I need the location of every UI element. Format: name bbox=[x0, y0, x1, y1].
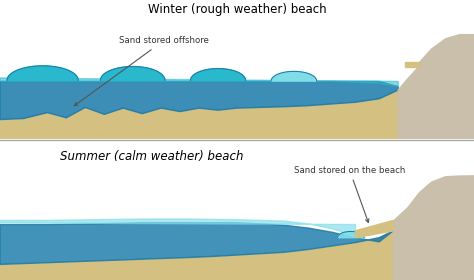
Polygon shape bbox=[7, 66, 78, 80]
Polygon shape bbox=[191, 69, 246, 80]
Polygon shape bbox=[0, 81, 398, 120]
Polygon shape bbox=[393, 176, 474, 280]
Polygon shape bbox=[0, 219, 356, 236]
Polygon shape bbox=[0, 78, 398, 87]
Polygon shape bbox=[356, 220, 393, 238]
Polygon shape bbox=[0, 176, 474, 280]
Polygon shape bbox=[100, 67, 165, 80]
Polygon shape bbox=[398, 35, 474, 139]
Polygon shape bbox=[0, 223, 393, 264]
Polygon shape bbox=[271, 71, 317, 81]
Polygon shape bbox=[405, 62, 419, 67]
Text: Sand stored on the beach: Sand stored on the beach bbox=[294, 165, 405, 223]
Polygon shape bbox=[337, 232, 364, 238]
Text: Sand stored offshore: Sand stored offshore bbox=[74, 36, 209, 106]
Text: Summer (calm weather) beach: Summer (calm weather) beach bbox=[60, 150, 244, 164]
Polygon shape bbox=[0, 35, 474, 139]
Text: Winter (rough weather) beach: Winter (rough weather) beach bbox=[148, 3, 326, 16]
